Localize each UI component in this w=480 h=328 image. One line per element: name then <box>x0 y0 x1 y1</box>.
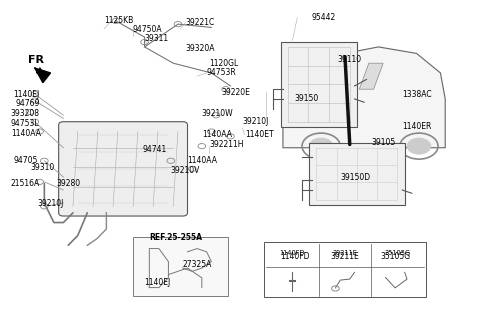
Text: 39311: 39311 <box>144 34 168 43</box>
Polygon shape <box>304 76 331 92</box>
Text: 1140EJ: 1140EJ <box>144 278 171 287</box>
Text: 39221C: 39221C <box>185 18 215 27</box>
Polygon shape <box>333 67 357 89</box>
Text: 94750A: 94750A <box>132 25 162 33</box>
FancyBboxPatch shape <box>281 42 357 127</box>
FancyBboxPatch shape <box>132 237 228 296</box>
Text: 1338AC: 1338AC <box>402 90 432 99</box>
Text: 39211E: 39211E <box>331 252 360 261</box>
FancyBboxPatch shape <box>264 242 426 297</box>
Text: 39210J: 39210J <box>242 117 269 126</box>
Text: 94753L: 94753L <box>11 119 39 128</box>
Text: 392211H: 392211H <box>209 140 243 149</box>
Text: 1140ET: 1140ET <box>245 130 274 139</box>
Polygon shape <box>360 63 383 89</box>
Text: 21516A: 21516A <box>11 179 40 188</box>
Text: 39150: 39150 <box>295 94 319 103</box>
Circle shape <box>407 138 431 154</box>
Text: 94705: 94705 <box>13 156 38 165</box>
Text: 1140FD: 1140FD <box>281 252 310 261</box>
Text: 1140AA: 1140AA <box>11 129 41 138</box>
Text: 39320A: 39320A <box>185 44 215 53</box>
Text: 393208: 393208 <box>10 109 39 118</box>
Text: 35105G: 35105G <box>384 250 410 256</box>
Text: REF.25-255A: REF.25-255A <box>149 233 203 242</box>
FancyBboxPatch shape <box>59 122 188 216</box>
Text: 1125KB: 1125KB <box>104 16 133 25</box>
Text: 39211E: 39211E <box>333 250 358 256</box>
Text: 39210V: 39210V <box>171 166 200 175</box>
Text: 39110: 39110 <box>338 55 362 64</box>
FancyBboxPatch shape <box>309 143 405 205</box>
Text: 39280: 39280 <box>56 179 80 188</box>
Text: 35105G: 35105G <box>381 252 411 261</box>
Text: 94741: 94741 <box>142 145 167 154</box>
Text: 39210J: 39210J <box>37 198 63 208</box>
Text: 95442: 95442 <box>312 13 336 22</box>
Circle shape <box>309 138 333 154</box>
Text: 27325A: 27325A <box>183 260 212 269</box>
Text: 39310: 39310 <box>30 163 54 172</box>
Text: 1120GL: 1120GL <box>209 59 238 68</box>
Text: 94753R: 94753R <box>206 69 236 77</box>
Text: 1140ER: 1140ER <box>402 122 432 131</box>
Text: 39105: 39105 <box>371 138 396 147</box>
Text: 39150D: 39150D <box>340 173 371 181</box>
Text: 94769: 94769 <box>16 99 40 108</box>
Text: 1140AA: 1140AA <box>202 130 232 139</box>
Polygon shape <box>35 68 50 83</box>
Text: FR: FR <box>28 55 44 65</box>
Text: 1140FD: 1140FD <box>280 250 305 256</box>
Polygon shape <box>283 47 445 148</box>
Text: 39210W: 39210W <box>202 109 233 118</box>
Text: 1140EJ: 1140EJ <box>13 90 39 99</box>
Text: 39220E: 39220E <box>221 88 250 97</box>
Text: 1140AA: 1140AA <box>188 156 217 165</box>
